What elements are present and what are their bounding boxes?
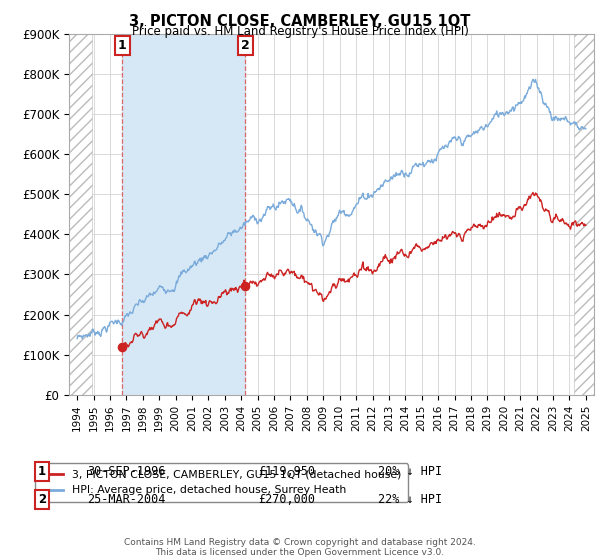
Text: 25-MAR-2004: 25-MAR-2004 <box>87 493 166 506</box>
Text: 20% ↓ HPI: 20% ↓ HPI <box>378 465 442 478</box>
Bar <box>122 34 245 395</box>
Text: Contains HM Land Registry data © Crown copyright and database right 2024.
This d: Contains HM Land Registry data © Crown c… <box>124 538 476 557</box>
Point <box>118 342 127 351</box>
Text: £270,000: £270,000 <box>258 493 315 506</box>
Text: £119,950: £119,950 <box>258 465 315 478</box>
Bar <box>574 34 594 395</box>
Text: 1: 1 <box>38 465 46 478</box>
Text: 2: 2 <box>38 493 46 506</box>
Text: 1: 1 <box>118 39 127 52</box>
Text: 3, PICTON CLOSE, CAMBERLEY, GU15 1QT: 3, PICTON CLOSE, CAMBERLEY, GU15 1QT <box>130 14 470 29</box>
Text: Price paid vs. HM Land Registry's House Price Index (HPI): Price paid vs. HM Land Registry's House … <box>131 25 469 38</box>
Legend: 3, PICTON CLOSE, CAMBERLEY, GU15 1QT (detached house), HPI: Average price, detac: 3, PICTON CLOSE, CAMBERLEY, GU15 1QT (de… <box>35 464 408 502</box>
Bar <box>69 34 92 395</box>
Text: 22% ↓ HPI: 22% ↓ HPI <box>378 493 442 506</box>
Text: 30-SEP-1996: 30-SEP-1996 <box>87 465 166 478</box>
Point <box>240 282 250 291</box>
Text: 2: 2 <box>241 39 250 52</box>
